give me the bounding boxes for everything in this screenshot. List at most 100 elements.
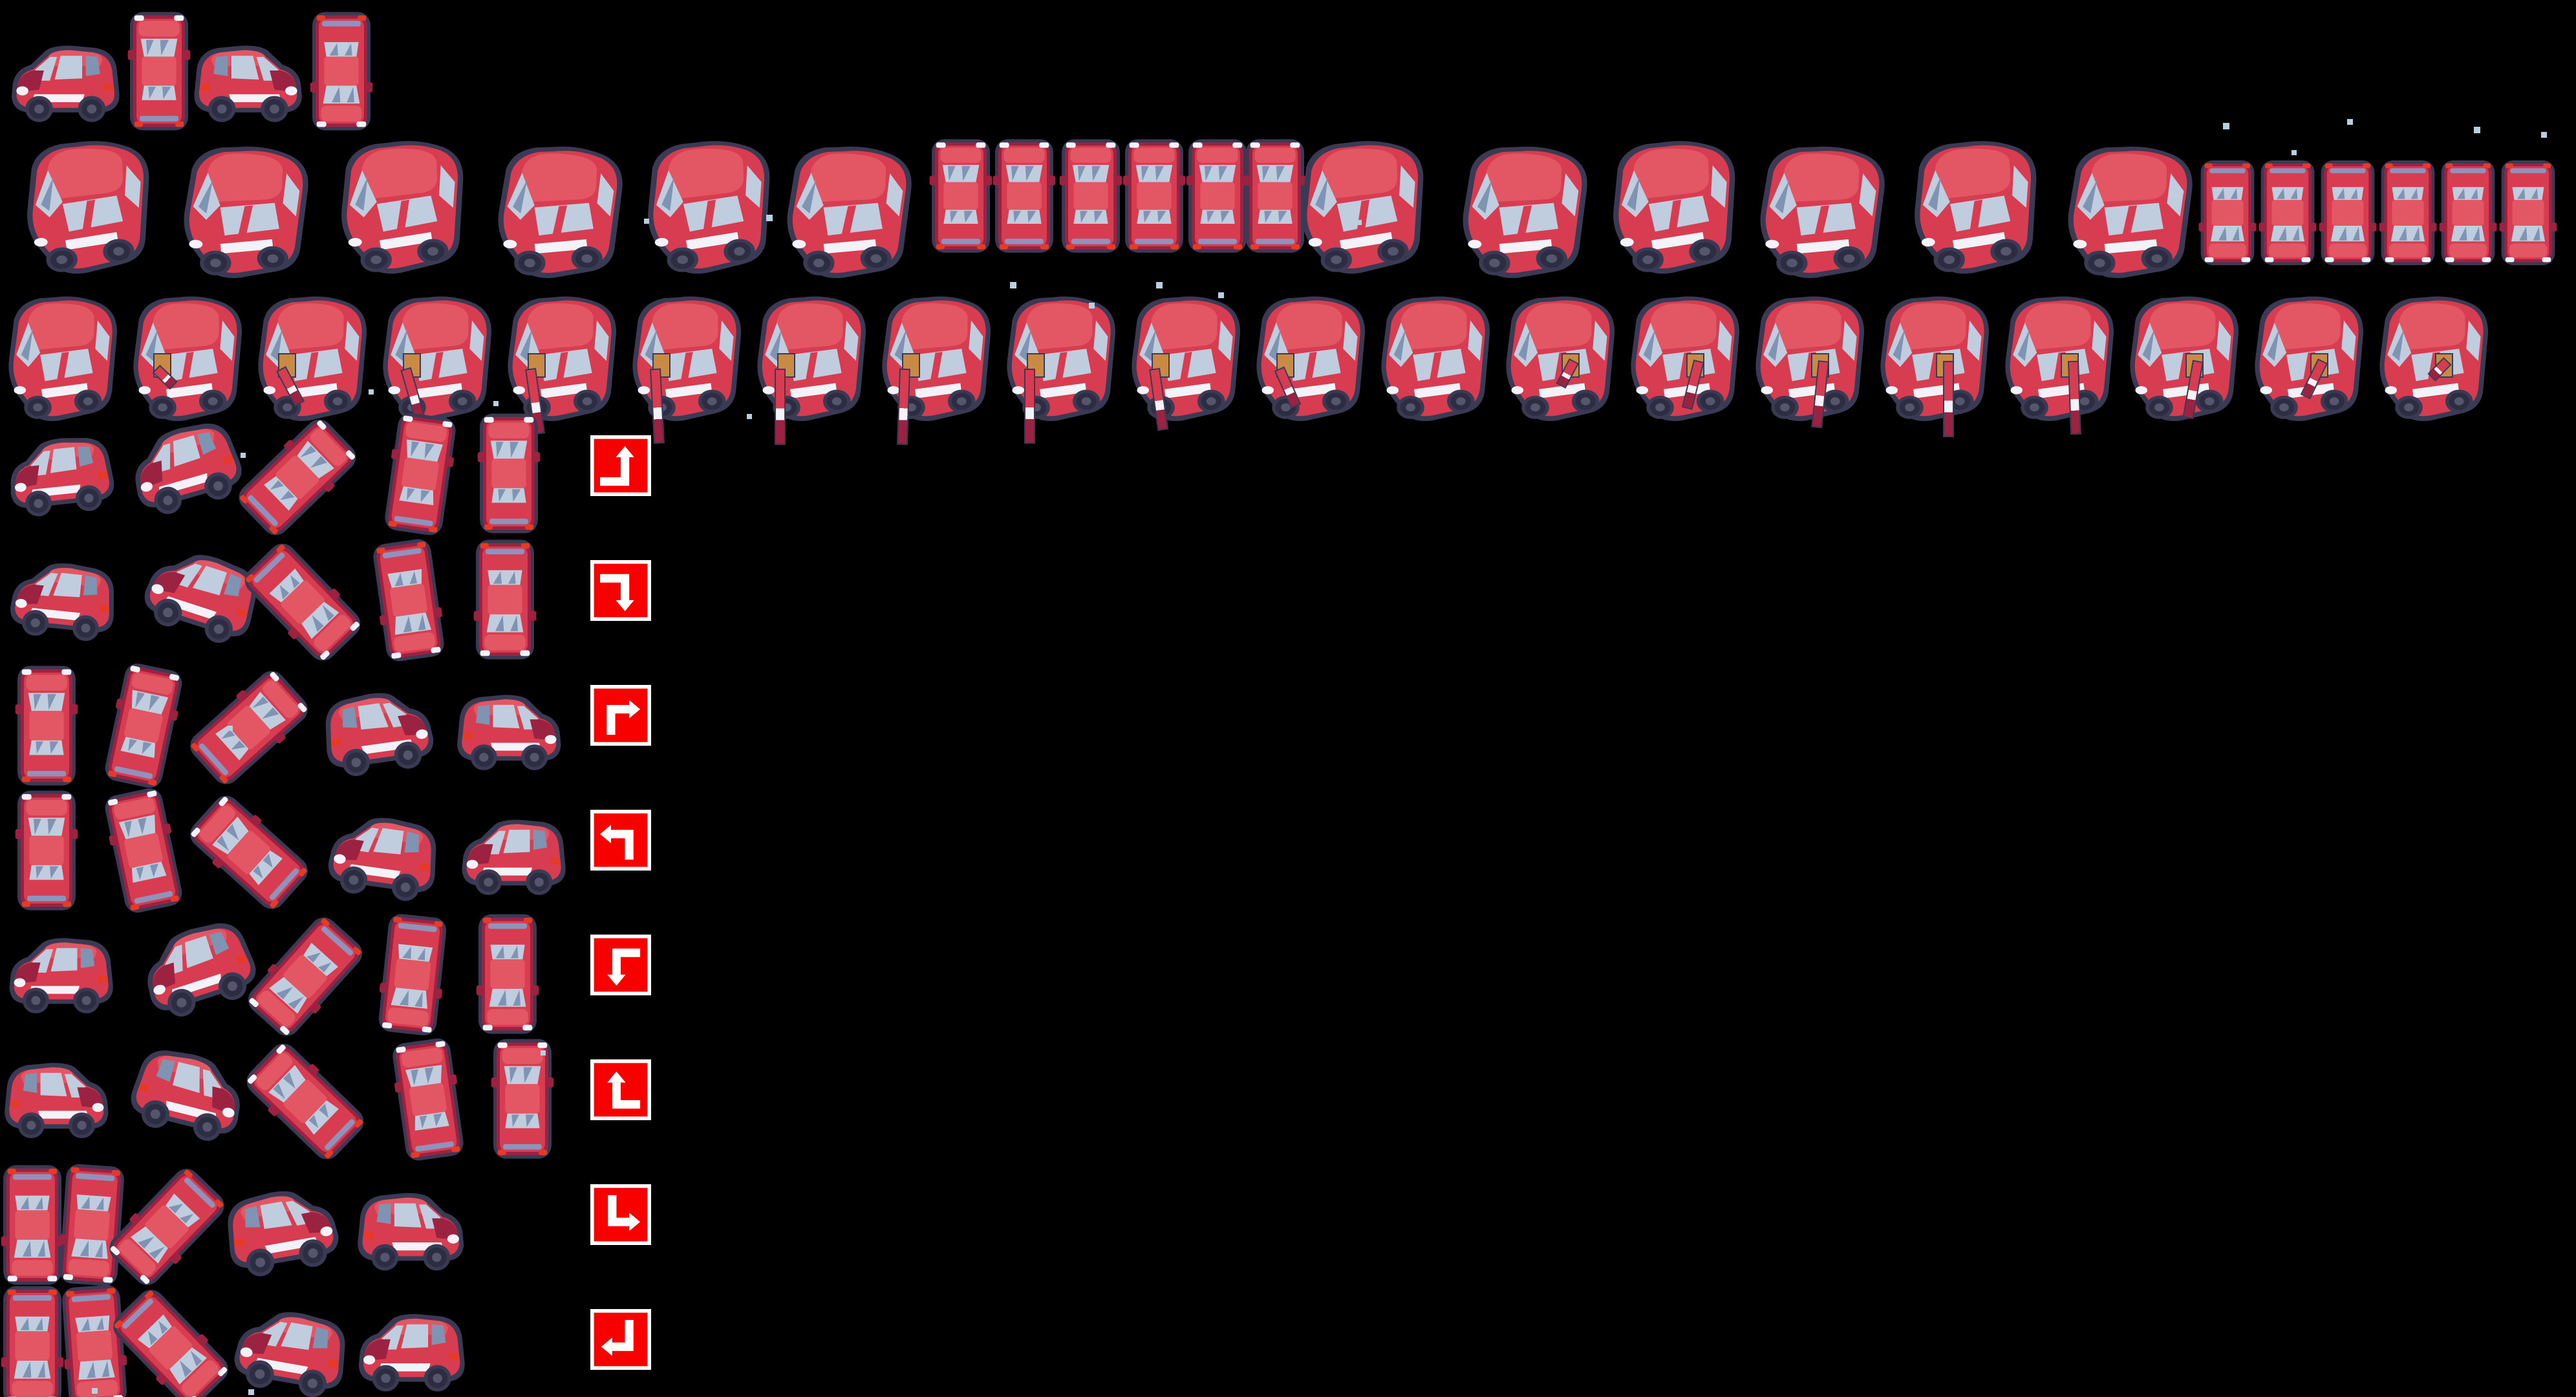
car-turn-frame-up-then-left: [99, 783, 188, 918]
front-car-graphic: [2058, 144, 2198, 285]
car-drive-frame: [1291, 138, 1432, 280]
exhaust-particle: [2223, 123, 2229, 129]
car-turn-frame-left-then-up: [237, 1034, 373, 1169]
turn-arrow-glyph: [590, 560, 651, 621]
front-car-graphic: [174, 144, 314, 285]
exhaust-particle: [248, 1389, 254, 1395]
car-drive-frame: [1603, 138, 1743, 280]
exhaust-particle: [92, 1388, 98, 1394]
car-door-frame: [2123, 296, 2243, 426]
car-drive-frame: [174, 144, 314, 285]
exhaust-particle: [2347, 119, 2353, 125]
iso-car-graphic: [454, 813, 569, 902]
car-drive-frame: [1058, 137, 1123, 255]
car-turn-frame-right-then-down: [368, 535, 449, 666]
car-drive-frame: [992, 137, 1057, 255]
car-door-frame: [1999, 296, 2118, 435]
top-car-graphic: [127, 10, 191, 133]
top-car-graphic: [2258, 158, 2317, 267]
car-turn-frame-left-then-down: [374, 910, 451, 1039]
turn-arrow-icon-up-then-left: [590, 810, 651, 871]
front-car-graphic: [376, 296, 496, 426]
front-car-graphic: [2123, 296, 2243, 426]
turn-arrow-icon-right-then-up: [590, 435, 651, 496]
exhaust-particle: [766, 215, 773, 221]
car-door-frame: [1125, 296, 1245, 431]
car-door-panel: [896, 368, 910, 446]
exhaust-particle: [1089, 303, 1095, 309]
front-car-graphic: [1749, 296, 1869, 426]
car-drive-frame: [2318, 158, 2377, 267]
car-pose-sprite: [127, 10, 191, 133]
car-turn-frame-down-then-left: [220, 1295, 357, 1397]
exhaust-particle: [747, 414, 752, 419]
car-door-frame: [252, 296, 371, 426]
car-drive-frame: [2498, 158, 2558, 267]
car-door-frame: [1749, 296, 1869, 429]
front-car-graphic: [1375, 296, 1494, 426]
front-car-graphic: [2248, 296, 2368, 426]
exhaust-particle: [493, 401, 499, 406]
top-car-graphic: [0, 1163, 65, 1287]
front-car-graphic: [1603, 138, 1743, 280]
top-car-graphic: [473, 537, 537, 662]
front-car-graphic: [2, 296, 122, 426]
exhaust-particle: [369, 389, 374, 395]
top-car-graphic: [0, 1284, 65, 1397]
iso-car-graphic: [124, 906, 270, 1035]
front-car-graphic: [1750, 144, 1891, 285]
car-door-panel: [1024, 369, 1035, 444]
car-drive-frame: [1122, 137, 1186, 255]
car-turn-frame-down-then-right: [0, 1163, 65, 1287]
car-drive-frame: [2198, 158, 2257, 267]
car-drive-frame: [331, 138, 471, 280]
exhaust-particle: [1156, 282, 1163, 288]
car-drive-frame: [1750, 144, 1891, 285]
turn-arrow-icon-right-then-down: [590, 560, 651, 621]
turn-arrow-icon-up-then-right: [590, 685, 651, 746]
front-car-graphic: [1291, 138, 1432, 280]
iso-car-graphic: [0, 550, 123, 651]
top-car-graphic: [309, 10, 374, 133]
car-door-frame: [376, 296, 496, 426]
car-pose-sprite: [3, 39, 123, 129]
car-turn-frame-down-then-left: [0, 1284, 65, 1397]
front-car-graphic: [1904, 138, 2045, 280]
car-turn-frame-right-then-down: [0, 550, 123, 651]
top-car-graphic: [387, 1034, 468, 1165]
car-door-frame: [1000, 296, 1120, 444]
car-turn-frame-left-then-up: [1, 1056, 116, 1145]
turn-arrow-icon-down-then-left: [590, 1309, 651, 1370]
car-drive-frame: [17, 138, 157, 280]
top-car-graphic: [2378, 158, 2438, 267]
top-car-graphic: [55, 1161, 128, 1290]
car-turn-frame-up-then-right: [316, 678, 447, 788]
car-drive-frame: [1453, 144, 1593, 285]
front-car-graphic: [17, 138, 157, 280]
car-door-frame: [875, 296, 995, 446]
car-door-frame: [2373, 296, 2493, 426]
car-turn-frame-left-then-down: [475, 912, 540, 1036]
exhaust-particle: [2292, 150, 2297, 155]
top-car-graphic: [14, 788, 79, 913]
exhaust-particle: [241, 453, 246, 458]
car-turn-frame-right-then-up: [230, 410, 365, 545]
car-turn-frame-right-then-up: [113, 407, 253, 530]
top-car-graphic: [374, 910, 451, 1039]
car-door-frame: [2248, 296, 2368, 426]
car-door-frame: [1624, 296, 1744, 426]
iso-car-graphic: [0, 426, 121, 527]
car-turn-frame-up-then-right: [14, 664, 79, 788]
front-car-graphic: [626, 296, 746, 426]
front-car-graphic: [1000, 296, 1120, 426]
front-car-graphic: [252, 296, 371, 426]
car-door-frame: [2, 296, 122, 426]
iso-car-graphic: [191, 39, 310, 129]
front-car-graphic: [127, 296, 246, 426]
car-turn-frame-up-then-right: [181, 662, 317, 794]
turn-arrow-glyph: [590, 935, 651, 995]
iso-car-graphic: [113, 407, 253, 530]
top-car-graphic: [477, 411, 541, 536]
exhaust-particle: [541, 1050, 546, 1056]
iso-car-graphic: [454, 688, 569, 777]
